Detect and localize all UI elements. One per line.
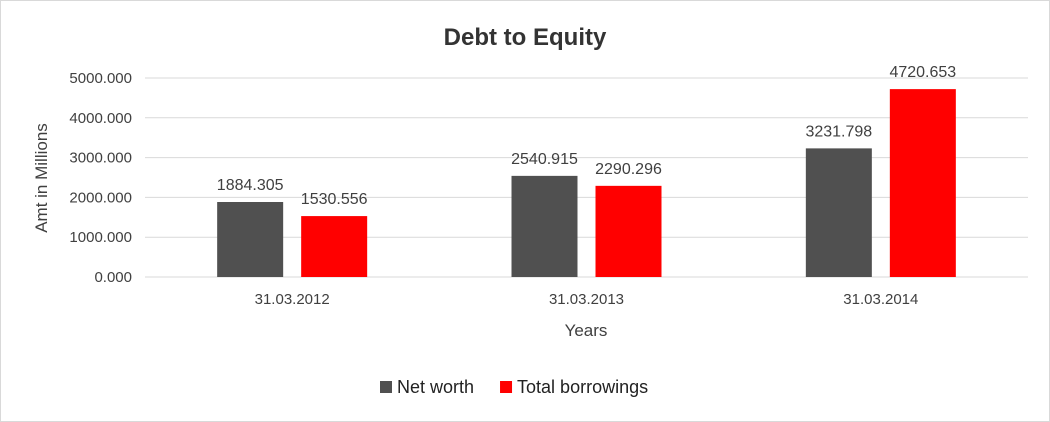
- data-label: 2290.296: [595, 161, 662, 178]
- x-tick-label: 31.03.2014: [843, 291, 918, 308]
- bar-total-borrowings: [301, 216, 368, 277]
- data-label: 1884.305: [217, 177, 284, 194]
- bar-total-borrowings: [889, 89, 956, 277]
- x-tick-labels: 31.03.2012 31.03.2013 31.03.2014: [255, 291, 919, 308]
- bar-net-worth: [217, 202, 284, 277]
- legend-swatch: [500, 381, 513, 393]
- y-tick-labels: 0.000 1000.000 2000.000 3000.000 4000.000 500…: [69, 70, 132, 286]
- y-axis-title: Amt in Millions: [32, 123, 51, 233]
- data-label: 3231.798: [805, 123, 872, 140]
- bar-net-worth: [805, 148, 872, 277]
- x-tick-label: 31.03.2012: [255, 291, 330, 308]
- legend-label: Net worth: [397, 377, 474, 397]
- bar-net-worth: [511, 175, 578, 277]
- y-tick-label: 4000.000: [69, 110, 132, 127]
- y-tick-label: 0.000: [94, 269, 132, 286]
- chart-title: Debt to Equity: [444, 24, 607, 51]
- y-tick-label: 5000.000: [69, 70, 132, 87]
- legend-label: Total borrowings: [517, 377, 648, 397]
- y-tick-label: 1000.000: [69, 229, 132, 246]
- x-tick-label: 31.03.2013: [549, 291, 624, 308]
- bars: [217, 89, 956, 277]
- bar-total-borrowings: [595, 185, 662, 277]
- data-label: 1530.556: [301, 191, 368, 208]
- legend-swatch: [380, 381, 392, 393]
- y-tick-label: 2000.000: [69, 189, 132, 206]
- data-label: 4720.653: [889, 64, 956, 81]
- x-axis-title: Years: [565, 321, 608, 340]
- data-label: 2540.915: [511, 151, 578, 168]
- y-tick-label: 3000.000: [69, 150, 132, 167]
- legend: Net worth Total borrowings: [380, 377, 648, 397]
- grid-lines: [145, 77, 1028, 278]
- data-labels: 1884.305 1530.556 2540.915 2290.296 3231.798…: [217, 64, 957, 208]
